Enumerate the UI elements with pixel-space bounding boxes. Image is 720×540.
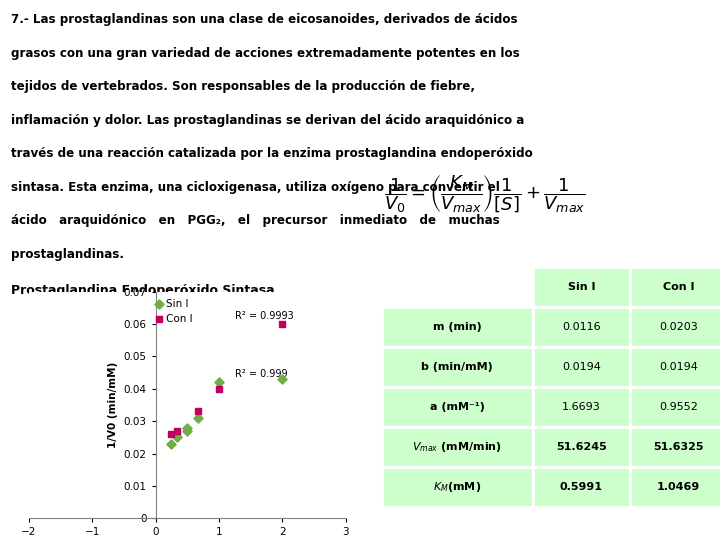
Text: 1.0469: 1.0469 (657, 482, 701, 492)
Con I (213, 384, 225, 393)
Text: prostaglandinas.: prostaglandinas. (11, 248, 124, 261)
FancyBboxPatch shape (630, 427, 720, 467)
Sin I (181, 427, 193, 435)
Text: inflamación y dolor. Las prostaglandinas se derivan del ácido araquidónico a: inflamación y dolor. Las prostaglandinas… (11, 114, 524, 127)
Text: R² = 0.999: R² = 0.999 (235, 369, 287, 380)
FancyBboxPatch shape (382, 267, 533, 307)
FancyBboxPatch shape (382, 427, 533, 467)
Text: 0.0203: 0.0203 (660, 322, 698, 332)
Text: 0.0194: 0.0194 (562, 362, 600, 372)
FancyBboxPatch shape (382, 307, 533, 347)
Sin I (181, 423, 193, 432)
Sin I (213, 378, 225, 387)
Con I (276, 320, 288, 328)
Text: R² = 0.9993: R² = 0.9993 (235, 311, 294, 321)
FancyBboxPatch shape (630, 347, 720, 387)
Text: a (mM⁻¹): a (mM⁻¹) (430, 402, 485, 412)
Text: través de una reacción catalizada por la enzima prostaglandina endoperóxido: través de una reacción catalizada por la… (11, 147, 533, 160)
Text: $\dfrac{1}{V_0} = \left(\dfrac{K_M}{V_{max}}\right)\dfrac{1}{[S]} + \dfrac{1}{V_: $\dfrac{1}{V_0} = \left(\dfrac{K_M}{V_{m… (384, 174, 586, 215)
FancyBboxPatch shape (630, 267, 720, 307)
Text: Sin I: Sin I (567, 282, 595, 292)
Text: tejidos de vertebrados. Son responsables de la producción de fiebre,: tejidos de vertebrados. Son responsables… (11, 80, 474, 93)
Con I (192, 407, 204, 416)
FancyBboxPatch shape (533, 427, 630, 467)
FancyBboxPatch shape (382, 347, 533, 387)
FancyBboxPatch shape (533, 267, 630, 307)
FancyBboxPatch shape (533, 467, 630, 507)
Text: 0.5991: 0.5991 (560, 482, 603, 492)
FancyBboxPatch shape (533, 387, 630, 427)
Text: 7.- Las prostaglandinas son una clase de eicosanoides, derivados de ácidos: 7.- Las prostaglandinas son una clase de… (11, 14, 518, 26)
FancyBboxPatch shape (382, 387, 533, 427)
Text: 0.0116: 0.0116 (562, 322, 600, 332)
Text: m (min): m (min) (433, 322, 482, 332)
Text: Prostaglandina Endoperóxido Sintasa: Prostaglandina Endoperóxido Sintasa (11, 284, 274, 297)
Text: b (min/mM): b (min/mM) (421, 362, 493, 372)
Text: 51.6245: 51.6245 (556, 442, 607, 452)
FancyBboxPatch shape (630, 387, 720, 427)
Text: sintasa. Esta enzima, una cicloxigenasa, utiliza oxígeno para convertir el: sintasa. Esta enzima, una cicloxigenasa,… (11, 181, 500, 194)
FancyBboxPatch shape (630, 307, 720, 347)
Sin I (166, 440, 177, 448)
Sin I (192, 414, 204, 422)
Text: Con I: Con I (663, 282, 694, 292)
Text: $V_{max}$ (mM/min): $V_{max}$ (mM/min) (412, 440, 503, 454)
FancyBboxPatch shape (382, 467, 533, 507)
Text: $K_{M}$(mM): $K_{M}$(mM) (433, 480, 481, 494)
Legend: Sin I, Con I: Sin I, Con I (151, 294, 197, 328)
Sin I (171, 433, 182, 442)
FancyBboxPatch shape (533, 347, 630, 387)
FancyBboxPatch shape (533, 307, 630, 347)
Text: grasos con una gran variedad de acciones extremadamente potentes en los: grasos con una gran variedad de acciones… (11, 47, 520, 60)
Con I (171, 427, 182, 435)
Text: 51.6325: 51.6325 (653, 442, 704, 452)
FancyBboxPatch shape (630, 467, 720, 507)
Text: 0.9552: 0.9552 (660, 402, 698, 412)
Text: ácido   araquidónico   en   PGG₂,   el   precursor   inmediato   de   muchas: ácido araquidónico en PGG₂, el precursor… (11, 214, 500, 227)
Y-axis label: 1/V0 (min/mM): 1/V0 (min/mM) (108, 362, 118, 448)
Text: 1.6693: 1.6693 (562, 402, 600, 412)
Con I (166, 430, 177, 438)
Text: 0.0194: 0.0194 (660, 362, 698, 372)
Sin I (276, 375, 288, 383)
